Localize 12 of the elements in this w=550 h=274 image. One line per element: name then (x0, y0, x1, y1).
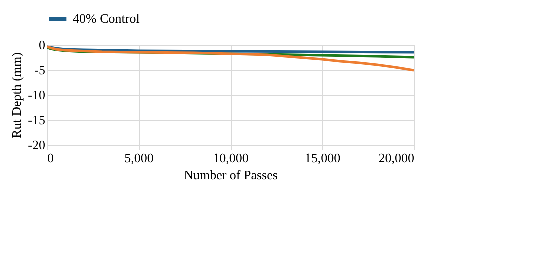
y-tick-label: -15 (28, 112, 46, 128)
y-tick-label: -20 (28, 138, 46, 152)
y-tick-label: 0 (39, 38, 46, 52)
y-tick-label: -5 (34, 62, 46, 78)
x-axis-title: Number of Passes (184, 168, 278, 182)
x-tick-label: 20,000 (378, 150, 414, 166)
x-tick-label: 10,000 (213, 150, 249, 166)
x-tick-label: 5,000 (124, 150, 154, 166)
legend-label: 40% Control (73, 11, 140, 26)
y-axis-title: Rut Depth (mm) (9, 52, 24, 138)
y-tick-label: -10 (28, 88, 46, 102)
x-tick-label: 15,000 (304, 150, 341, 166)
